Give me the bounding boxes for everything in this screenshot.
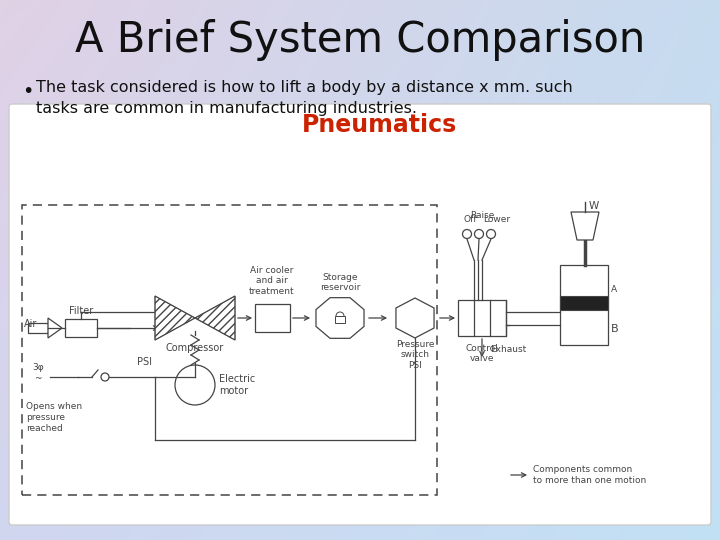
Bar — [28, 323, 48, 333]
Bar — [560, 296, 608, 310]
Text: Air: Air — [24, 319, 37, 329]
Bar — [255, 304, 290, 332]
Text: Storage
reservoir: Storage reservoir — [320, 273, 360, 292]
Text: A Brief System Comparison: A Brief System Comparison — [75, 19, 645, 61]
Text: Lower: Lower — [483, 215, 510, 224]
Text: Filter: Filter — [69, 306, 93, 316]
Text: Exhaust: Exhaust — [490, 346, 526, 354]
Circle shape — [101, 373, 109, 381]
Polygon shape — [195, 296, 235, 340]
Polygon shape — [571, 212, 599, 240]
Text: Pressure
switch
PSI: Pressure switch PSI — [396, 340, 434, 370]
Text: Pneumatics: Pneumatics — [302, 113, 458, 137]
Text: Air cooler
and air
treatment: Air cooler and air treatment — [249, 266, 294, 296]
Text: Raise: Raise — [470, 211, 494, 220]
Bar — [458, 300, 506, 336]
Circle shape — [175, 365, 215, 405]
Text: Electric
motor: Electric motor — [219, 374, 256, 396]
Text: A: A — [611, 285, 617, 294]
Circle shape — [474, 230, 484, 239]
Bar — [335, 316, 345, 323]
Polygon shape — [396, 298, 434, 338]
Bar — [22, 205, 437, 495]
Text: Control
valve: Control valve — [466, 344, 498, 363]
Text: B: B — [611, 324, 618, 334]
Text: •: • — [22, 82, 33, 101]
Bar — [560, 265, 608, 345]
Circle shape — [487, 230, 495, 239]
Text: Opens when
pressure
reached: Opens when pressure reached — [26, 402, 82, 433]
Polygon shape — [155, 296, 195, 340]
Text: The task considered is how to lift a body by a distance x mm. such
tasks are com: The task considered is how to lift a bod… — [36, 80, 572, 116]
Text: 3φ
~: 3φ ~ — [32, 363, 44, 383]
Text: Off: Off — [463, 215, 477, 224]
FancyBboxPatch shape — [9, 104, 711, 525]
Text: Compressor: Compressor — [166, 343, 224, 353]
Text: PSI: PSI — [138, 357, 153, 367]
Circle shape — [462, 230, 472, 239]
Bar — [65, 319, 97, 337]
Polygon shape — [48, 318, 62, 338]
Text: Components common
to more than one motion: Components common to more than one motio… — [533, 465, 647, 485]
Text: W: W — [589, 201, 599, 211]
Polygon shape — [316, 298, 364, 339]
